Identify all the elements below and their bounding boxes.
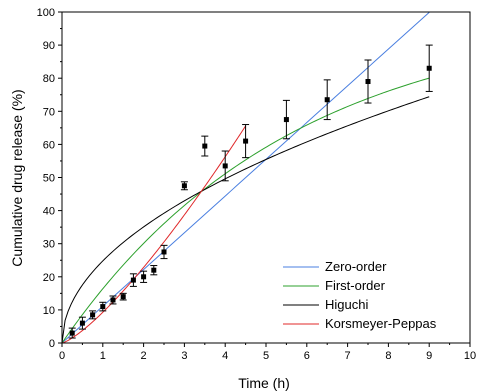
data-point xyxy=(365,79,371,85)
y-tick-label: 50 xyxy=(43,173,55,185)
curve-higuchi xyxy=(62,96,430,343)
data-point xyxy=(324,97,330,103)
data-point xyxy=(243,138,249,144)
y-tick-label: 90 xyxy=(43,40,55,52)
data-point xyxy=(283,117,289,123)
data-point xyxy=(90,312,96,318)
x-tick-label: 6 xyxy=(304,350,310,362)
x-tick-label: 9 xyxy=(426,350,432,362)
y-tick-label: 30 xyxy=(43,239,55,251)
x-tick-label: 10 xyxy=(464,350,476,362)
y-tick-label: 10 xyxy=(43,305,55,317)
x-tick-label: 3 xyxy=(181,350,187,362)
x-axis-title: Time (h) xyxy=(238,375,290,391)
data-point xyxy=(120,294,126,300)
data-points xyxy=(68,44,433,339)
x-tick-label: 5 xyxy=(263,350,269,362)
data-point xyxy=(181,183,187,189)
legend-label: Higuchi xyxy=(325,297,368,312)
data-point xyxy=(161,249,167,255)
data-point xyxy=(151,267,157,273)
legend-label: Zero-order xyxy=(325,259,387,274)
x-tick-label: 7 xyxy=(345,350,351,362)
curve-korsmeyer-peppas xyxy=(62,125,247,343)
y-tick-label: 0 xyxy=(49,338,55,350)
y-tick-label: 20 xyxy=(43,272,55,284)
x-tick-label: 1 xyxy=(100,350,106,362)
x-tick-label: 8 xyxy=(385,350,391,362)
data-point xyxy=(130,277,136,283)
data-point xyxy=(69,330,75,336)
data-point xyxy=(426,65,432,71)
y-axis-title: Cumulative drug release (%) xyxy=(9,89,25,266)
data-point xyxy=(110,297,116,303)
data-point xyxy=(100,304,106,310)
y-tick-label: 40 xyxy=(43,206,55,218)
y-tick-label: 80 xyxy=(43,73,55,85)
data-point xyxy=(202,143,208,149)
legend-label: First-order xyxy=(325,278,386,293)
y-tick-label: 70 xyxy=(43,106,55,118)
y-tick-label: 100 xyxy=(37,7,55,19)
legend-label: Korsmeyer-Peppas xyxy=(325,316,437,331)
model-curves xyxy=(62,12,430,343)
data-point xyxy=(141,274,147,280)
data-point xyxy=(222,163,228,169)
curve-zero-order xyxy=(62,12,430,343)
x-tick-label: 4 xyxy=(222,350,228,362)
x-tick-label: 2 xyxy=(141,350,147,362)
y-tick-label: 60 xyxy=(43,139,55,151)
legend: Zero-order First-order Higuchi Korsmeyer-Pe… xyxy=(283,259,437,331)
curve-first-order xyxy=(62,77,430,343)
data-point xyxy=(79,320,85,326)
x-tick-label: 0 xyxy=(59,350,65,362)
